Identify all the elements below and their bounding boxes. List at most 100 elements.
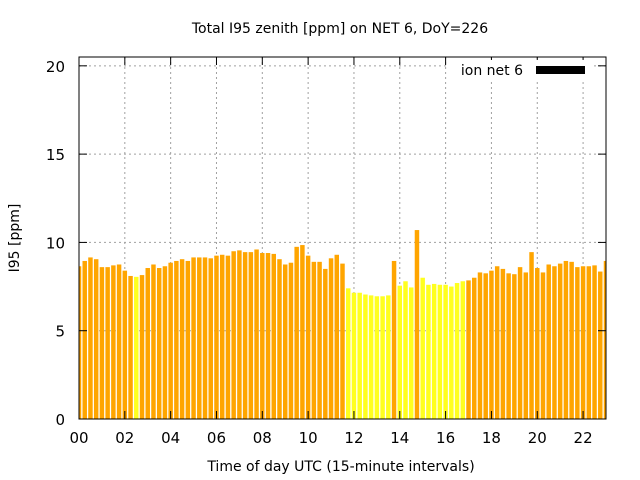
bar [489,270,494,419]
bar [82,260,87,419]
bar [512,274,517,419]
bar [202,257,208,419]
bar [294,246,299,419]
bar [300,245,305,419]
bar [557,263,563,419]
bar [156,268,162,419]
bar [231,251,236,419]
x-tick-label: 22 [574,429,593,447]
bar [500,268,506,419]
bar [254,249,259,419]
bar [334,254,340,419]
bar [265,253,271,419]
bar [237,250,242,419]
bar [575,267,580,419]
bars [79,230,606,419]
bar [363,294,368,419]
bar [391,260,397,419]
x-tick-label: 06 [207,429,226,447]
bar [580,266,586,419]
y-tick-label: 20 [46,58,65,76]
bar [317,261,322,419]
bar [443,284,448,419]
bar [386,295,391,419]
y-axis-label: I95 [ppm] [7,204,23,273]
bar [466,280,471,419]
x-axis-label: Time of day UTC (15-minute intervals) [206,459,474,475]
bar [134,276,139,419]
bar [214,255,219,419]
x-tick-label: 12 [344,429,363,447]
bar [420,277,425,419]
x-tick-label: 04 [161,429,180,447]
bar [116,264,122,419]
y-tick-labels: 0 5 10 15 20 [46,58,65,429]
bar [403,281,408,419]
bar [517,267,523,419]
bar [529,252,534,419]
bar [449,286,454,419]
bar [397,285,403,419]
bar [494,266,500,419]
bar [197,257,202,419]
bar [271,253,276,419]
bar [99,267,105,419]
bar [340,263,345,419]
legend-background [448,60,594,80]
bar [460,281,466,419]
x-tick-label: 08 [253,429,272,447]
bar [483,273,488,419]
y-tick-label: 0 [55,411,65,429]
bar [145,268,150,419]
x-tick-labels: 00 02 04 06 08 10 12 14 16 18 20 22 [69,429,592,447]
bar [409,287,414,419]
x-tick-label: 20 [528,429,547,447]
bar [368,295,374,419]
bar [208,258,213,419]
bar [288,262,294,419]
bar [248,252,254,419]
bar [88,257,93,419]
bar [437,284,443,419]
bar [260,253,265,419]
bar [225,255,231,419]
bar [380,296,385,419]
bar [323,268,328,419]
y-tick-label: 10 [46,234,65,252]
bar [305,255,311,419]
bar [592,265,597,419]
bar [569,261,574,419]
x-tick-label: 14 [390,429,409,447]
bar [603,260,606,419]
x-tick-label: 18 [482,429,501,447]
bar [598,271,603,419]
bar [139,275,145,419]
y-tick-label: 15 [46,146,65,164]
bar [191,257,196,419]
bar [431,283,437,419]
bar [454,283,460,419]
bar [311,261,317,419]
bar [535,268,540,419]
bar [219,254,225,419]
bar [357,292,362,419]
ticks [78,57,606,420]
bar [414,230,420,419]
bar [540,272,546,419]
bar [328,258,334,419]
bar [374,296,380,419]
bar [79,266,82,419]
bar [546,264,551,419]
bar [426,284,431,419]
x-tick-label: 10 [299,429,318,447]
legend-label: ion net 6 [461,63,523,79]
x-tick-label: 02 [115,429,134,447]
bar [93,259,99,419]
plot-frame [78,56,607,420]
bar [586,266,592,419]
bar [128,275,133,419]
bar [552,266,557,419]
bar [477,272,483,419]
bar [174,260,179,419]
